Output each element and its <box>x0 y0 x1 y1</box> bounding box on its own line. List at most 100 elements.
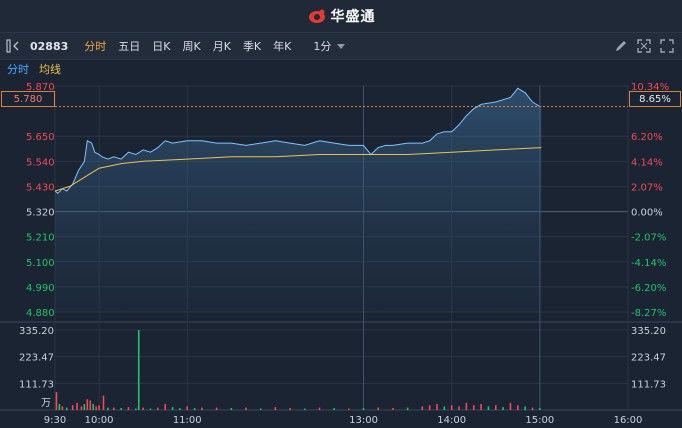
price-tick-label: 4.990 <box>26 283 55 294</box>
time-tick-label: 11:00 <box>173 415 202 426</box>
tab-monthly-k[interactable]: 月K <box>212 40 231 53</box>
legend-row: 分时 均线 <box>0 59 682 79</box>
price-tick-label: 5.870 <box>26 82 55 93</box>
volume-bar <box>142 407 144 410</box>
volume-bar <box>494 405 497 410</box>
volume-bar <box>98 405 100 410</box>
time-tick-label: 13:00 <box>349 415 378 426</box>
volume-bar <box>472 405 475 410</box>
volume-bar <box>392 408 394 410</box>
volume-tick-left: 223.47 <box>19 353 54 364</box>
percent-tick-label: 10.34% <box>631 82 669 93</box>
volume-bar <box>86 399 89 410</box>
volume-bar <box>428 405 431 410</box>
volume-bar <box>107 407 109 410</box>
price-tick-label: 4.880 <box>26 308 55 319</box>
pen-icon[interactable] <box>614 39 628 53</box>
volume-bar <box>245 407 247 410</box>
volume-bar <box>80 406 83 410</box>
volume-bar <box>517 405 519 410</box>
volume-bar <box>303 408 306 410</box>
intraday-chart[interactable]: 5.870 5.650 5.540 5.430 5.320 5.210 5.100 4.990… <box>0 79 682 428</box>
volume-bar <box>348 408 350 410</box>
volume-bar <box>92 404 94 410</box>
volume-bar <box>502 407 504 410</box>
percent-tick-label: -2.07% <box>631 233 666 244</box>
volume-bar <box>65 407 68 410</box>
tab-daily-k[interactable]: 日K <box>152 40 171 53</box>
volume-bar <box>76 402 78 410</box>
price-series <box>54 87 628 312</box>
current-percent-label: 8.65% <box>629 91 681 107</box>
tab-intraday[interactable]: 分时 <box>84 40 107 53</box>
percent-tick-label: 2.07% <box>631 182 663 193</box>
volume-bar <box>259 408 262 410</box>
volume-bar <box>61 406 64 410</box>
stock-code: 02883 <box>30 39 69 53</box>
volume-bars <box>55 330 541 410</box>
volume-bar <box>436 404 438 410</box>
volume-tick-right: 335.20 <box>631 326 666 337</box>
volume-bar <box>137 330 140 410</box>
fullscreen-icon[interactable] <box>660 39 674 53</box>
volume-axis: 335.20 335.20 223.47 223.47 111.73 111.73 万 <box>19 326 666 409</box>
price-area <box>55 88 542 312</box>
percent-tick-label: 6.20% <box>631 132 663 143</box>
price-tick-label: 5.650 <box>26 132 55 143</box>
tab-yearly-k[interactable]: 年K <box>273 40 292 53</box>
interval-dropdown[interactable]: 1分 <box>307 38 351 54</box>
volume-bar <box>71 405 74 410</box>
volume-bar <box>58 404 61 410</box>
tool-icons <box>614 39 674 53</box>
percent-tick-label: -6.20% <box>631 283 666 294</box>
chevron-down-icon <box>337 43 346 49</box>
volume-bar <box>215 407 218 410</box>
volume-bar <box>318 407 321 410</box>
volume-bar <box>406 407 409 410</box>
time-tick-label: 9:30 <box>44 415 66 426</box>
time-tick-label: 16:00 <box>614 415 643 426</box>
percent-tick-label: -4.14% <box>631 258 666 269</box>
time-axis: 9:30 10:00 11:00 13:00 14:00 15:00 16:00 <box>44 415 643 426</box>
volume-bar <box>164 404 166 410</box>
price-tick-label: 5.100 <box>26 258 55 269</box>
volume-bar <box>55 392 58 410</box>
volume-bar <box>89 400 92 410</box>
volume-bar <box>509 402 512 410</box>
tab-weekly-k[interactable]: 周K <box>182 40 201 53</box>
tab-five-day[interactable]: 五日 <box>118 40 141 53</box>
volume-bar <box>135 408 137 410</box>
price-tick-label: 5.540 <box>26 157 55 168</box>
volume-bar <box>465 402 468 410</box>
volume-bar <box>421 406 424 410</box>
price-tick-label: 5.210 <box>26 233 55 244</box>
volume-bar <box>193 408 196 410</box>
time-tick-label: 10:00 <box>85 415 114 426</box>
title-bar: 华盛通 <box>0 0 682 32</box>
volume-bar <box>186 406 189 410</box>
average-line <box>54 147 542 192</box>
percent-tick-label: 0.00% <box>631 208 663 219</box>
percent-axis-right: 10.34% 6.20% 4.14% 2.07% 0.00% -2.07% -4.14% -6… <box>631 82 669 319</box>
volume-bar <box>127 407 130 410</box>
toolbar: 02883 分时 五日 日K 周K 月K 季K 年K 1分 <box>0 32 682 60</box>
current-price-label: 5.780 <box>1 91 55 107</box>
price-tick-label: 5.430 <box>26 182 55 193</box>
percent-tick-label: -8.27% <box>631 308 666 319</box>
brand-name: 华盛通 <box>330 9 376 25</box>
volume-tick-left: 335.20 <box>19 326 54 337</box>
volume-unit: 万 <box>41 398 51 409</box>
volume-bar <box>450 405 453 410</box>
legend-intraday: 分时 <box>7 63 29 76</box>
volume-bar <box>157 407 159 410</box>
legend-average: 均线 <box>39 63 61 76</box>
volume-bar <box>362 408 365 410</box>
expand-icon[interactable] <box>637 39 651 53</box>
volume-bar <box>102 395 105 410</box>
volume-bar <box>120 408 122 410</box>
volume-bar <box>171 407 174 410</box>
volume-bar <box>179 408 181 410</box>
logo-icon <box>308 9 325 23</box>
tab-quarterly-k[interactable]: 季K <box>242 40 262 53</box>
back-icon[interactable] <box>6 39 22 53</box>
